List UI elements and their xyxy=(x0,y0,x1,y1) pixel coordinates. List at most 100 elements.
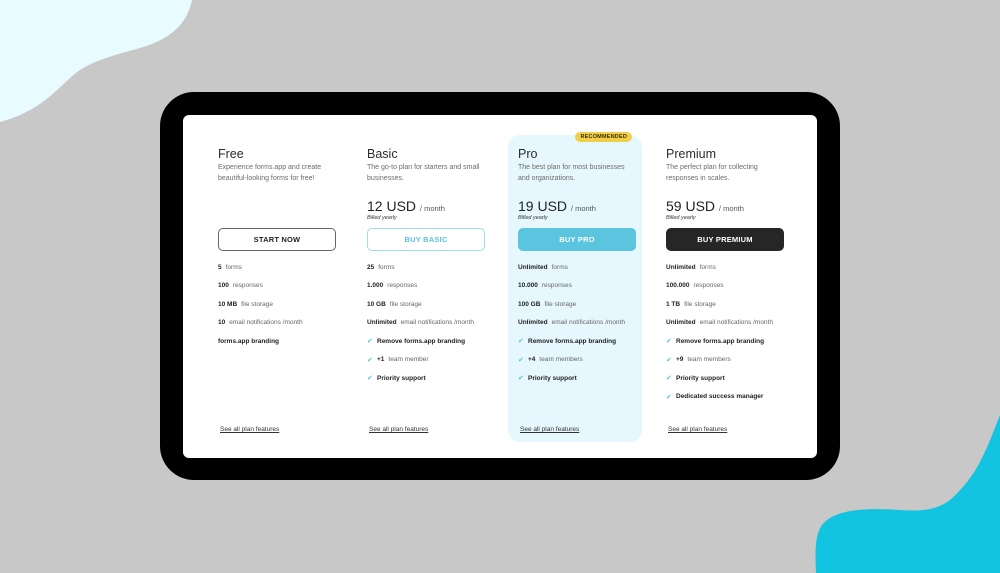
buy-pro-button[interactable]: BUY PRO xyxy=(518,228,636,251)
feature-item: 10 email notifications /month xyxy=(218,314,334,333)
feature-item: 100 GB file storage xyxy=(518,295,634,314)
billing-note: Billed yearly xyxy=(518,215,548,221)
feature-label: responses xyxy=(541,282,572,290)
price-period: / month xyxy=(718,204,744,213)
check-icon: ✔ xyxy=(666,393,672,401)
feature-item: Unlimited forms xyxy=(518,258,634,277)
feature-item: ✔ Remove forms.app branding xyxy=(666,332,782,351)
feature-value: 1.000 xyxy=(367,282,384,290)
check-icon: ✔ xyxy=(367,338,373,346)
plan-description: Experience forms.app and create beautifu… xyxy=(218,164,322,182)
check-icon: ✔ xyxy=(518,375,524,383)
plan-description: The perfect plan for collecting response… xyxy=(666,164,758,182)
feature-value: 100 xyxy=(218,282,229,290)
buy-basic-button[interactable]: BUY BASIC xyxy=(367,228,485,251)
see-all-features-link[interactable]: See all plan features xyxy=(668,426,728,433)
decorative-blob-top-left xyxy=(0,0,192,122)
feature-label: file storage xyxy=(684,300,716,308)
price-amount: 19 USD xyxy=(518,198,568,214)
feature-item: 5 forms xyxy=(218,258,334,277)
feature-item: ✔ Dedicated success manager xyxy=(666,388,782,407)
feature-value: Unlimited xyxy=(367,319,397,327)
feature-value: Dedicated success manager xyxy=(676,393,764,401)
feature-item: 25 forms xyxy=(367,258,483,277)
feature-item: ✔ +4 team members xyxy=(518,351,634,370)
feature-item: 10 GB file storage xyxy=(367,295,483,314)
start-now-button[interactable]: START NOW xyxy=(218,228,336,251)
feature-item: ✔ Remove forms.app branding xyxy=(367,332,483,351)
price-amount: 12 USD xyxy=(367,198,417,214)
feature-item: 1 TB file storage xyxy=(666,295,782,314)
pricing-screen: Free Experience forms.app and create bea… xyxy=(183,115,817,458)
price-amount: 59 USD xyxy=(666,198,716,214)
plan-description: The best plan for most businesses and or… xyxy=(518,164,625,182)
plan-name: Premium xyxy=(666,147,717,161)
feature-value: Unlimited xyxy=(666,263,696,271)
feature-item: 100 responses xyxy=(218,277,334,296)
feature-value: +1 xyxy=(377,356,385,364)
plan-card-pro: RECOMMENDED Pro The best plan for most b… xyxy=(508,132,642,442)
check-icon: ✔ xyxy=(666,338,672,346)
plan-description: The go-to plan for starters and small bu… xyxy=(367,164,480,182)
feature-label: responses xyxy=(232,282,263,290)
feature-item: Unlimited email notifications /month xyxy=(367,314,483,333)
feature-label: file storage xyxy=(241,300,273,308)
feature-label: email notifications /month xyxy=(551,319,625,327)
feature-list: 5 forms 100 responses 10 MB file storage 10… xyxy=(218,258,334,351)
feature-label: responses xyxy=(693,282,724,290)
feature-item: ✔ Remove forms.app branding xyxy=(518,332,634,351)
feature-item: 100.000 responses xyxy=(666,277,782,296)
feature-list: Unlimited forms 10.000 responses 100 GB fil… xyxy=(518,258,634,388)
feature-list: Unlimited forms 100.000 responses 1 TB file… xyxy=(666,258,782,406)
feature-value: Unlimited xyxy=(666,319,696,327)
check-icon: ✔ xyxy=(367,356,373,364)
feature-label: team member xyxy=(388,356,429,364)
billing-note: Billed yearly xyxy=(367,215,397,221)
plan-name: Pro xyxy=(518,147,538,161)
feature-label: team members xyxy=(539,356,583,364)
feature-label: email notifications /month xyxy=(699,319,773,327)
feature-label: forms xyxy=(378,263,395,271)
check-icon: ✔ xyxy=(367,375,373,383)
price-period: / month xyxy=(419,204,445,213)
check-icon: ✔ xyxy=(666,356,672,364)
feature-list: 25 forms 1.000 responses 10 GB file storage… xyxy=(367,258,483,388)
feature-item: 10 MB file storage xyxy=(218,295,334,314)
feature-value: Priority support xyxy=(377,374,426,382)
feature-value: 10.000 xyxy=(518,282,538,290)
feature-value: 10 MB xyxy=(218,300,238,308)
see-all-features-link[interactable]: See all plan features xyxy=(369,426,429,433)
feature-item: Unlimited forms xyxy=(666,258,782,277)
decorative-blob-bottom-right xyxy=(815,415,1000,573)
feature-value: Remove forms.app branding xyxy=(528,337,617,345)
feature-item: Unlimited email notifications /month xyxy=(666,314,782,333)
feature-value: 5 xyxy=(218,263,222,271)
feature-value: Remove forms.app branding xyxy=(676,337,765,345)
feature-value: 10 GB xyxy=(367,300,386,308)
check-icon: ✔ xyxy=(518,338,524,346)
buy-premium-button[interactable]: BUY PREMIUM xyxy=(666,228,784,251)
see-all-features-link[interactable]: See all plan features xyxy=(520,426,580,433)
price-period: / month xyxy=(570,204,596,213)
billing-note: Billed yearly xyxy=(666,215,696,221)
plan-name: Free xyxy=(218,147,244,161)
feature-value: Unlimited xyxy=(518,263,548,271)
feature-label: file storage xyxy=(544,300,577,308)
feature-label: email notifications /month xyxy=(400,319,474,327)
check-icon: ✔ xyxy=(666,375,672,383)
feature-label: forms xyxy=(699,263,716,271)
feature-label: responses xyxy=(387,282,418,290)
feature-item: forms.app branding xyxy=(218,332,334,351)
plan-price: 12 USD / month xyxy=(367,198,445,214)
plan-card-free: Free Experience forms.app and create bea… xyxy=(208,135,342,442)
feature-label: team members xyxy=(687,356,731,364)
feature-value: 10 xyxy=(218,319,226,327)
plan-name: Basic xyxy=(367,147,398,161)
feature-item: ✔ +9 team members xyxy=(666,351,782,370)
plan-card-premium: Premium The perfect plan for collecting … xyxy=(656,135,790,442)
check-icon: ✔ xyxy=(518,356,524,364)
plan-card-basic: Basic The go-to plan for starters and sm… xyxy=(357,135,491,442)
device-frame: Free Experience forms.app and create bea… xyxy=(160,92,840,480)
feature-value: +9 xyxy=(676,356,684,364)
see-all-features-link[interactable]: See all plan features xyxy=(220,426,280,433)
